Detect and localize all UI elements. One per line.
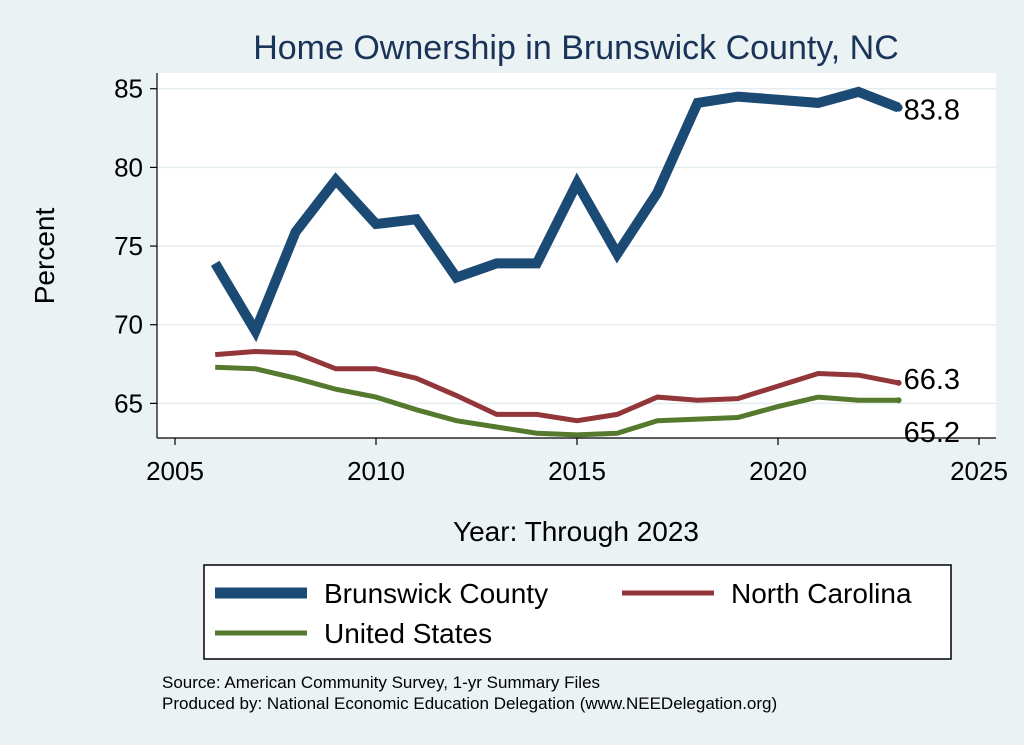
chart-title: Home Ownership in Brunswick County, NC xyxy=(253,29,899,67)
legend: Brunswick County North Carolina United Sta… xyxy=(203,564,952,660)
series-lines xyxy=(210,86,903,438)
y-tick-label: 85 xyxy=(114,74,143,104)
legend-box xyxy=(203,564,952,660)
producer-note: Produced by: National Economic Education… xyxy=(162,694,777,713)
end-point-brunswick-county xyxy=(894,103,903,112)
y-tick-label: 75 xyxy=(114,231,143,261)
x-axis-title: Year: Through 2023 xyxy=(453,516,699,547)
end-point-united-states xyxy=(895,397,902,404)
legend-label-united-states: United States xyxy=(324,618,492,649)
y-axis-ticks: 65 70 75 80 85 xyxy=(114,74,157,418)
end-label-brunswick-county: 83.8 xyxy=(904,95,960,127)
series-line-united-states xyxy=(215,364,899,438)
x-tick-label: 2020 xyxy=(749,456,807,486)
y-tick-label: 65 xyxy=(114,388,143,418)
series-line-north-carolina xyxy=(215,348,900,424)
x-tick-label: 2010 xyxy=(347,456,405,486)
end-label-north-carolina: 66.3 xyxy=(904,364,960,396)
y-axis-title: Percent xyxy=(29,208,60,305)
end-labels: 83.8 66.3 65.2 xyxy=(904,95,960,450)
y-tick-label: 80 xyxy=(114,152,143,182)
end-label-united-states: 65.2 xyxy=(904,417,960,449)
legend-label-brunswick-county: Brunswick County xyxy=(324,578,548,609)
x-axis-ticks: 2005 2010 2015 2020 2025 xyxy=(146,438,1008,486)
legend-label-north-carolina: North Carolina xyxy=(731,578,912,609)
y-tick-label: 70 xyxy=(114,310,143,340)
source-note: Source: American Community Survey, 1-yr … xyxy=(162,673,600,692)
series-line-brunswick-county xyxy=(210,86,901,343)
x-tick-label: 2005 xyxy=(146,456,204,486)
x-tick-label: 2025 xyxy=(950,456,1008,486)
end-point-north-carolina xyxy=(895,379,902,386)
x-tick-label: 2015 xyxy=(548,456,606,486)
gridlines xyxy=(157,88,996,405)
